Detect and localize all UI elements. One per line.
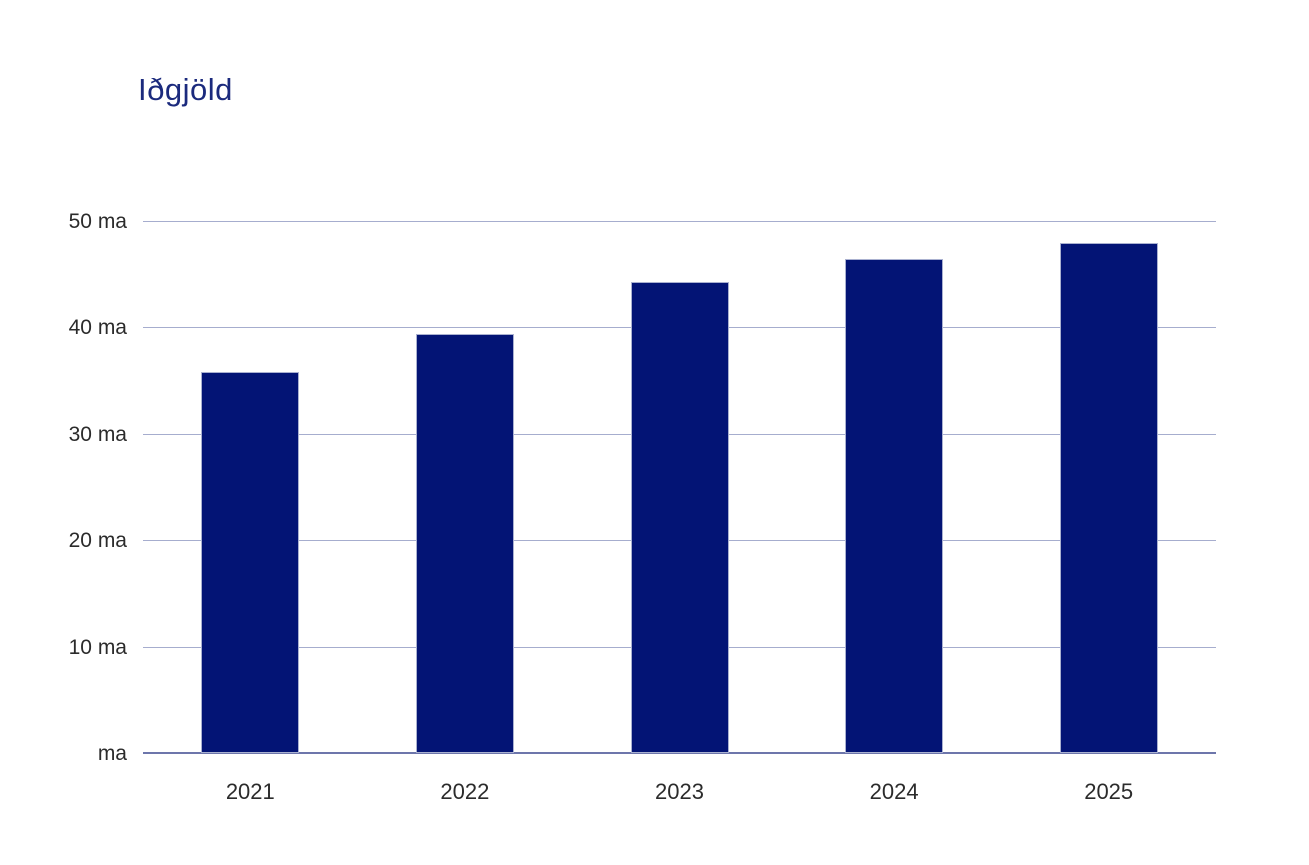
y-axis-label-20: 20 ma <box>68 529 127 553</box>
bar-2023[interactable] <box>630 281 729 753</box>
x-axis-label-2022: 2022 <box>440 779 490 804</box>
y-axis-label-0: ma <box>97 742 127 765</box>
y-axis-label-10: 10 ma <box>68 635 127 659</box>
x-axis-label-2025: 2025 <box>1084 779 1134 804</box>
bar-2022[interactable] <box>415 333 514 753</box>
y-axis-label-40: 40 ma <box>68 316 127 340</box>
bar-2025[interactable] <box>1059 243 1158 753</box>
x-axis-label-2021: 2021 <box>225 779 275 804</box>
bar-2021[interactable] <box>201 372 300 753</box>
x-axis-label-2023: 2023 <box>655 779 704 804</box>
y-axis-label-50: 50 ma <box>68 210 127 233</box>
bar-2024[interactable] <box>845 259 944 753</box>
x-axis-line <box>143 752 1216 754</box>
chart-title: Iðgjöld <box>138 72 233 107</box>
x-axis-label-2024: 2024 <box>869 779 919 804</box>
y-axis-label-30: 30 ma <box>68 422 127 446</box>
y-gridline-50 <box>143 221 1216 222</box>
